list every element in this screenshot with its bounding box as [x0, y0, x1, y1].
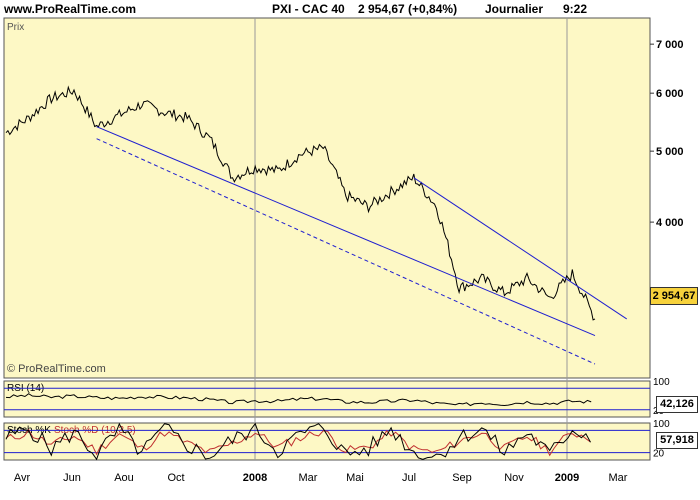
- stoch-value-tag: 57,918: [656, 432, 698, 449]
- last-value-change: 2 954,67 (+0,84%): [358, 2, 458, 16]
- rsi-series-line: [5, 393, 592, 407]
- x-tick-label: Mar: [299, 472, 318, 484]
- x-tick-label: Aou: [114, 472, 134, 484]
- price-panel-title: Prix: [7, 22, 24, 33]
- period-label: Journalier: [485, 2, 544, 16]
- trend-line-support: [96, 126, 596, 336]
- site-name: www.ProRealTime.com: [4, 2, 137, 16]
- rsi-y-tick-label: 100: [653, 377, 670, 388]
- trend-line-resistance: [413, 177, 627, 320]
- instrument-title: PXI - CAC 40: [272, 2, 345, 16]
- time-label: 9:22: [563, 2, 588, 16]
- price-panel: [3, 17, 651, 379]
- x-tick-label: Oct: [167, 472, 184, 484]
- x-tick-label: Sep: [452, 472, 472, 484]
- x-tick-label: 2008: [243, 472, 267, 484]
- stoch-k-line: [5, 422, 591, 461]
- price-series-line: [5, 85, 596, 321]
- rsi-value-tag: 42,126: [656, 396, 698, 413]
- watermark: © ProRealTime.com: [7, 363, 106, 375]
- stoch-y-tick-label: 100: [653, 419, 670, 430]
- trend-line-support-parallel: [96, 138, 596, 365]
- x-tick-label: Mai: [346, 472, 364, 484]
- y-tick-label: 5 000: [656, 146, 684, 158]
- last-price-tag: 2 954,67: [650, 287, 698, 305]
- stoch-y-tick-label: 20: [653, 449, 665, 460]
- x-tick-label: Avr: [14, 472, 31, 484]
- x-tick-label: Jun: [63, 472, 81, 484]
- x-tick-label: Nov: [504, 472, 524, 484]
- x-tick-label: 2009: [555, 472, 579, 484]
- stoch-d-line: [5, 428, 591, 457]
- y-tick-label: 4 000: [656, 217, 684, 229]
- y-tick-label: 6 000: [656, 88, 684, 100]
- x-tick-label: Mar: [609, 472, 628, 484]
- y-tick-label: 7 000: [656, 39, 684, 51]
- x-tick-label: Jul: [402, 472, 416, 484]
